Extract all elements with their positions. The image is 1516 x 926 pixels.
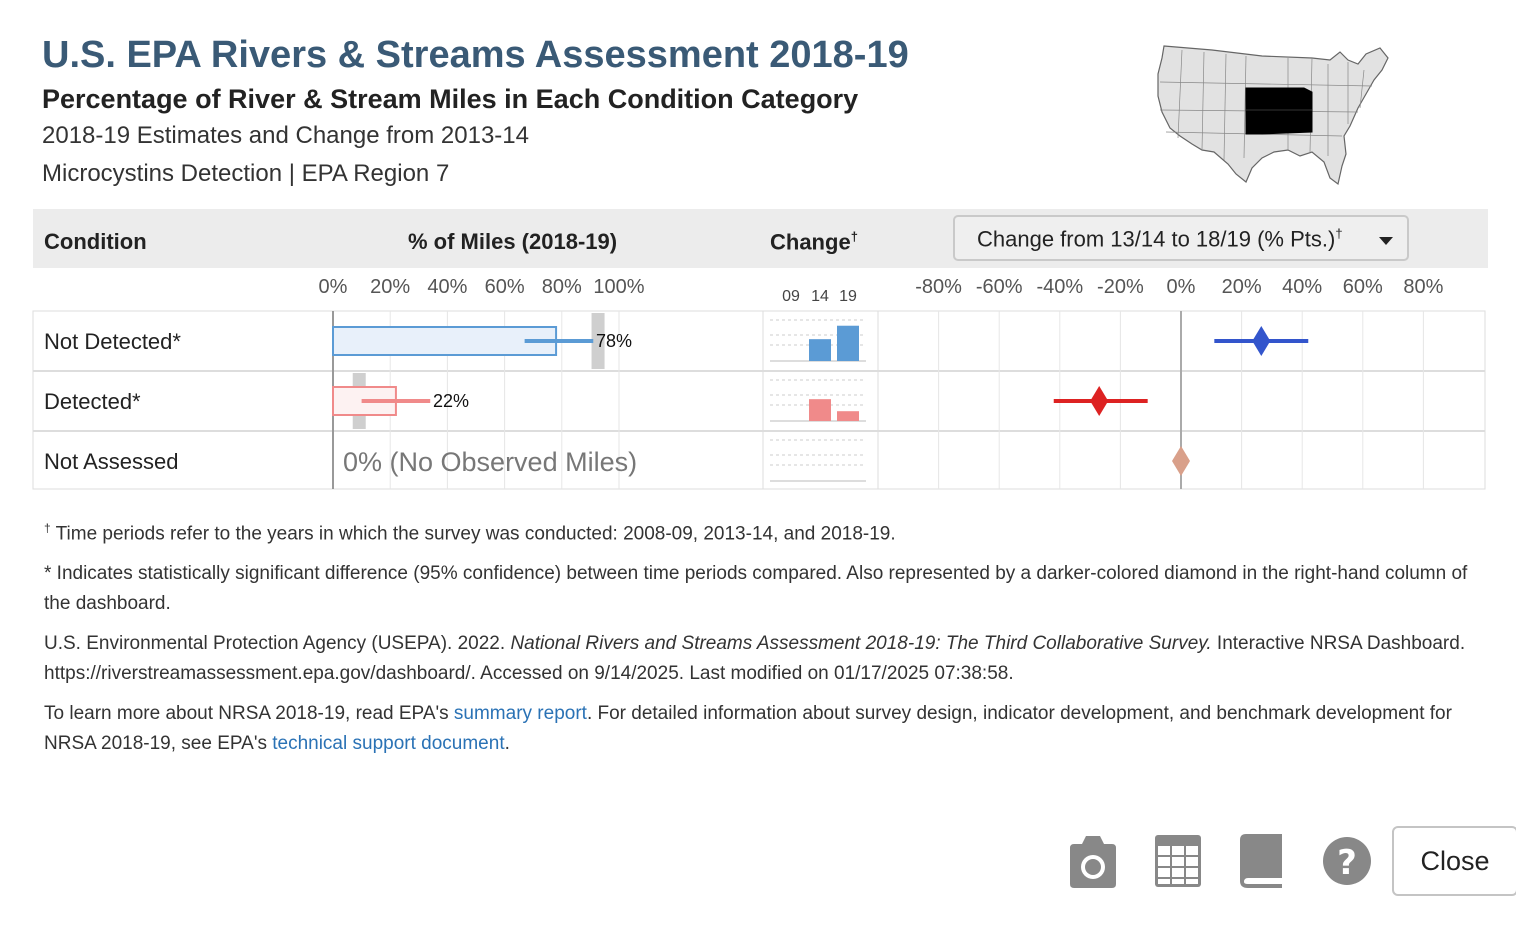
change-tick-label: 20% [1221, 276, 1262, 298]
dagger-mark: † [44, 521, 51, 535]
trend-panel [770, 316, 866, 362]
change-tick-label: 60% [1342, 276, 1383, 298]
change-tick-label: -40% [1036, 276, 1084, 298]
help-icon[interactable]: ? [1322, 834, 1372, 888]
trend-bar [837, 411, 859, 421]
footnote-time-periods: † Time periods refer to the years in whi… [44, 521, 896, 545]
close-button[interactable]: Close [1392, 826, 1516, 896]
row-label-not-assessed: Not Assessed [44, 449, 179, 474]
change-diamond [1252, 326, 1271, 356]
trend-bar [837, 325, 859, 361]
year-tick-label: 14 [811, 288, 829, 305]
pct-tick-label: 60% [484, 276, 525, 298]
pct-tick-label: 20% [370, 276, 411, 298]
change-tick-label: -80% [915, 276, 962, 298]
column-header-change: Change† [770, 229, 858, 255]
svg-text:?: ? [1337, 843, 1357, 883]
page-subtitle: Percentage of River & Stream Miles in Ea… [42, 84, 859, 114]
dagger-mark: † [850, 229, 858, 244]
pct-tick-label: 0% [318, 276, 348, 298]
footnotes: † Time periods refer to the years in whi… [44, 513, 1484, 769]
change-tick-label: 80% [1403, 276, 1444, 298]
change-tick-label: 0% [1166, 276, 1196, 298]
change-diamond [1090, 386, 1109, 416]
trend-panel [770, 376, 866, 422]
book-icon[interactable] [1240, 834, 1284, 888]
footnote-citation: U.S. Environmental Protection Agency (US… [44, 633, 1466, 685]
year-tick-label: 19 [839, 288, 857, 305]
us-map-region7-icon [1157, 45, 1389, 186]
pct-tick-label: 100% [593, 276, 645, 298]
trend-panel [770, 436, 866, 482]
summary-report-link[interactable]: summary report [453, 703, 587, 725]
trend-bar [809, 339, 831, 361]
change-period-dropdown-label: Change from 13/14 to 18/19 (% Pts.) [977, 226, 1336, 252]
table-icon[interactable] [1154, 834, 1202, 888]
change-period-dropdown[interactable]: Change from 13/14 to 18/19 (% Pts.)† [953, 215, 1409, 261]
estimate-bar [332, 386, 397, 416]
no-observed-miles-label: 0% (No Observed Miles) [343, 447, 638, 477]
column-header-pct-miles: % of Miles (2018-19) [408, 229, 618, 254]
camera-icon[interactable] [1068, 834, 1118, 890]
technical-support-document-link[interactable]: technical support document [272, 733, 505, 755]
table-border [32, 310, 1486, 490]
dagger-mark: † [1335, 226, 1343, 241]
pct-tick-label: 40% [427, 276, 468, 298]
row-label-detected: Detected* [44, 389, 141, 414]
row-label-not-detected: Not Detected* [44, 329, 181, 354]
indicator-line: Microcystins Detection | EPA Region 7 [42, 160, 450, 187]
change-tick-label: 40% [1282, 276, 1323, 298]
page-title: U.S. EPA Rivers & Streams Assessment 201… [42, 34, 909, 76]
year-tick-label: 09 [782, 288, 800, 305]
pct-label-not-detected: 78% [596, 331, 633, 351]
column-header-condition: Condition [44, 229, 147, 254]
pct-tick-label: 80% [541, 276, 582, 298]
trend-bar [809, 399, 831, 421]
change-diamond [1172, 446, 1190, 476]
estimates-line: 2018-19 Estimates and Change from 2013-1… [42, 122, 529, 149]
column-header-change-label: Change [770, 229, 851, 255]
prev-period-marker [352, 373, 366, 429]
change-tick-label: -20% [1097, 276, 1144, 298]
change-tick-label: -60% [975, 276, 1023, 298]
chevron-down-icon [1379, 237, 1393, 245]
footnote-learn-more: To learn more about NRSA 2018-19, read E… [44, 703, 1452, 755]
pct-label-detected: 22% [433, 391, 470, 411]
estimate-bar [332, 326, 558, 356]
footnote-significance: * Indicates statistically significant di… [44, 563, 1468, 615]
